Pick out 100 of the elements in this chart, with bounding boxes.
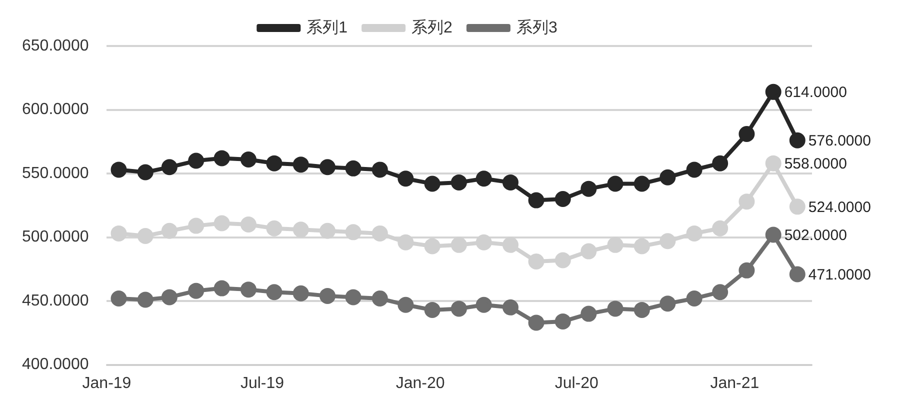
point — [607, 176, 624, 192]
point — [110, 290, 127, 306]
point — [214, 150, 230, 166]
point — [292, 285, 309, 302]
point — [502, 236, 518, 253]
x-tick-label: Jul-19 — [240, 374, 284, 392]
point — [240, 282, 256, 298]
data-label: 558.0000 — [784, 155, 847, 172]
point — [502, 174, 518, 190]
point — [476, 296, 492, 313]
point — [502, 299, 518, 316]
data-label: 614.0000 — [784, 84, 847, 102]
point — [634, 176, 650, 192]
point — [789, 132, 806, 148]
point — [765, 226, 782, 243]
point — [320, 222, 336, 239]
legend-label: 系列2 — [412, 18, 453, 36]
point — [660, 296, 676, 312]
point — [450, 174, 467, 190]
point — [789, 266, 806, 282]
point — [345, 160, 362, 176]
point — [660, 169, 676, 186]
x-tick-label: Jan-21 — [710, 374, 760, 392]
point — [345, 289, 362, 306]
point — [607, 236, 624, 253]
point — [137, 164, 154, 180]
point — [161, 289, 178, 306]
point — [320, 288, 336, 304]
point — [476, 234, 492, 250]
point — [580, 243, 597, 260]
point — [292, 156, 309, 173]
point — [476, 170, 492, 187]
point — [528, 314, 544, 331]
point — [634, 302, 650, 318]
legend-label: 系列3 — [516, 18, 558, 36]
point — [424, 238, 440, 254]
x-tick-label: Jan-19 — [82, 374, 132, 392]
point — [554, 313, 571, 330]
point — [738, 126, 755, 142]
point — [137, 228, 154, 244]
data-label: 524.0000 — [808, 198, 871, 216]
point — [398, 170, 414, 187]
point — [554, 252, 571, 268]
point — [292, 222, 309, 238]
point — [789, 198, 806, 215]
point — [188, 282, 204, 299]
point — [765, 155, 782, 172]
y-tick-label: 600.0000 — [22, 101, 89, 118]
y-tick-label: 650.0000 — [22, 37, 89, 54]
point — [660, 233, 676, 250]
point — [634, 238, 650, 254]
point — [372, 290, 388, 306]
x-tick-label: Jul-20 — [554, 374, 599, 392]
y-tick-label: 550.0000 — [22, 164, 89, 182]
point — [266, 155, 282, 172]
point — [398, 234, 414, 250]
point — [320, 159, 336, 176]
point — [450, 300, 467, 317]
point — [554, 191, 571, 208]
point — [738, 194, 755, 210]
point — [686, 225, 702, 242]
point — [214, 215, 230, 232]
point — [110, 225, 127, 242]
point — [188, 218, 204, 234]
point — [528, 192, 544, 208]
point — [266, 220, 282, 236]
point — [214, 280, 230, 296]
point — [110, 162, 127, 178]
y-tick-label: 500.0000 — [22, 228, 89, 246]
point — [424, 302, 440, 318]
point — [372, 225, 388, 242]
point — [450, 236, 467, 253]
point — [738, 262, 755, 278]
point — [580, 180, 597, 197]
data-label: 471.0000 — [808, 266, 871, 284]
point — [345, 224, 362, 240]
point — [580, 306, 597, 322]
data-label: 576.0000 — [808, 132, 871, 150]
point — [424, 176, 440, 192]
point — [161, 222, 178, 239]
x-tick-label: Jan-20 — [396, 374, 445, 392]
point — [765, 84, 782, 100]
point — [161, 159, 178, 176]
point — [607, 300, 624, 317]
point — [686, 162, 702, 178]
point — [240, 151, 256, 168]
point — [188, 152, 204, 169]
point — [528, 254, 544, 270]
point — [686, 290, 702, 306]
legend-label: 系列1 — [306, 18, 348, 36]
point — [712, 155, 728, 172]
point — [712, 284, 728, 300]
y-tick-label: 400.0000 — [22, 356, 89, 374]
data-label: 502.0000 — [784, 226, 847, 244]
point — [398, 296, 414, 313]
point — [712, 220, 728, 236]
point — [137, 292, 154, 308]
point — [266, 284, 282, 300]
y-tick-label: 450.0000 — [22, 292, 89, 310]
point — [240, 216, 256, 233]
